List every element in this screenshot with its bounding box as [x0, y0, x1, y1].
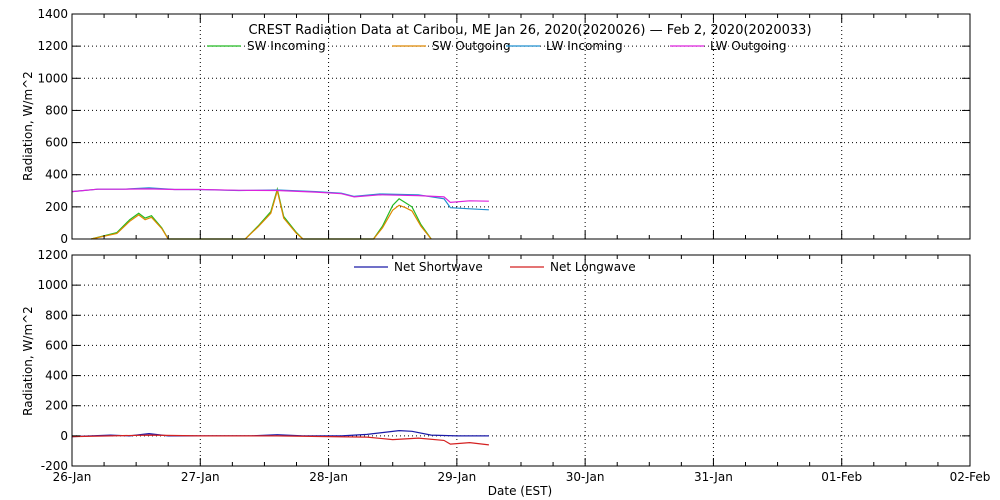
top-panel-series: [71, 186, 489, 240]
legend-label-sw-outgoing: SW Outgoing: [432, 39, 511, 53]
x-tick-label: 02-Feb: [950, 470, 991, 484]
top-panel-y-axis-label: Radiation, W/m^2: [21, 71, 35, 181]
x-tick-label: 27-Jan: [181, 470, 220, 484]
top-panel-y-tick-label: 800: [45, 103, 68, 117]
x-tick-label: 26-Jan: [53, 470, 92, 484]
top-panel-y-tick-label: 1400: [37, 7, 68, 21]
bottom-panel-grid: [72, 255, 970, 466]
bottom-panel-y-tick-label: -200: [41, 459, 68, 473]
top-panel-frame: [71, 13, 971, 240]
x-axis-label: Date (EST): [488, 484, 552, 498]
bottom-panel-y-tick-label: 200: [45, 399, 68, 413]
legend-label-net-longwave: Net Longwave: [550, 260, 636, 274]
legend-label-sw-incoming: SW Incoming: [247, 39, 326, 53]
bottom-panel-frame: [71, 254, 971, 467]
top-panel-y-tick-label: 1000: [37, 71, 68, 85]
top-panel-y-tick-label: 1200: [37, 39, 68, 53]
bottom-panel-y-tick-label: 1000: [37, 278, 68, 292]
bottom-panel-y-tick-label: 400: [45, 369, 68, 383]
x-tick-label: 31-Jan: [694, 470, 733, 484]
x-tick-label: 29-Jan: [437, 470, 476, 484]
top-panel-y-tick-label: 400: [45, 168, 68, 182]
top-panel-y-tick-label: 600: [45, 136, 68, 150]
bottom-panel-y-tick-label: 1200: [37, 248, 68, 262]
x-tick-label: 01-Feb: [821, 470, 862, 484]
x-tick-label: 28-Jan: [309, 470, 348, 484]
top-panel-grid: [72, 14, 970, 239]
series-line-lw-outgoing: [71, 188, 489, 204]
chart-title: CREST Radiation Data at Caribou, ME Jan …: [248, 23, 811, 38]
series-line-sw-outgoing: [91, 188, 432, 240]
bottom-panel-y-axis-label: Radiation, W/m^2: [21, 306, 35, 416]
top-panel-y-ticks: 0 200 400 600 800 1000 1200 1400: [37, 7, 970, 246]
bottom-panel-legend: Net Shortwave Net Longwave: [354, 260, 636, 274]
bottom-panel-y-ticks: -200 0 200 400 600 800 1000 1200: [37, 248, 970, 473]
x-axis-ticks: 26-Jan 27-Jan 28-Jan 29-Jan 30-Jan 31-Jan 01-F…: [53, 470, 991, 484]
bottom-panel-y-tick-label: 600: [45, 338, 68, 352]
top-panel-y-tick-label: 200: [45, 200, 68, 214]
legend-label-lw-incoming: LW Incoming: [546, 39, 623, 53]
series-line-net-longwave: [71, 434, 489, 446]
top-panel-legend: SW Incoming SW Outgoing LW Incoming LW Outg…: [207, 39, 787, 53]
legend-label-lw-outgoing: LW Outgoing: [710, 39, 787, 53]
x-tick-label: 30-Jan: [566, 470, 605, 484]
bottom-panel-series: [71, 429, 489, 446]
legend-label-net-shortwave: Net Shortwave: [394, 260, 483, 274]
bottom-panel-y-tick-label: 0: [60, 429, 68, 443]
top-panel-y-tick-label: 0: [60, 232, 68, 246]
bottom-panel-y-tick-label: 800: [45, 308, 68, 322]
